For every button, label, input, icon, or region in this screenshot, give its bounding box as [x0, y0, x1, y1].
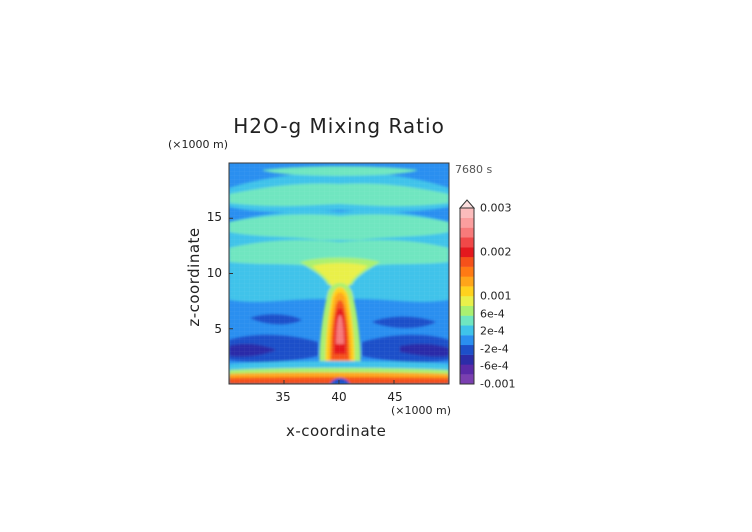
colorbar-label: 0.002	[480, 245, 512, 259]
colorbar-segment	[460, 208, 474, 218]
chart-title: H2O-g Mixing Ratio	[233, 114, 445, 138]
colorbar-segment	[460, 286, 474, 297]
colorbar-label: 0.001	[480, 289, 512, 303]
colorbar-segment	[460, 315, 474, 326]
colorbar-segment	[460, 256, 474, 267]
colorbar-label: -0.001	[480, 377, 516, 391]
colorbar-segment	[460, 217, 474, 228]
colorbar-segment	[460, 325, 474, 336]
colorbar-segment	[460, 276, 474, 287]
y-tick-label: 10	[206, 266, 222, 280]
colorbar-segment	[460, 305, 474, 316]
colorbar-segment	[460, 354, 474, 365]
axis-ticks	[229, 217, 395, 384]
x-axis-label: x-coordinate	[286, 422, 387, 440]
colorbar-label: -6e-4	[480, 359, 509, 373]
colorbar-segment	[460, 247, 474, 258]
z-axis-unit: (×1000 m)	[168, 138, 229, 151]
x-axis-unit: (×1000 m)	[391, 404, 452, 417]
colorbar-label: 2e-4	[480, 324, 505, 338]
colorbar-segment	[460, 344, 474, 355]
time-label: 7680 s	[455, 163, 493, 176]
colorbar	[458, 199, 476, 385]
x-tick-label: 45	[387, 390, 403, 404]
contour-field	[229, 163, 449, 384]
colorbar-segment	[460, 227, 474, 238]
colorbar-segment	[460, 335, 474, 346]
y-tick-label: 5	[214, 322, 222, 336]
colorbar-segment	[460, 374, 474, 385]
colorbar-label: 0.003	[480, 201, 512, 215]
colorbar-segment	[460, 237, 474, 248]
x-tick-label: 35	[275, 390, 291, 404]
colorbar-label: -2e-4	[480, 342, 509, 356]
colorbar-segment	[460, 364, 474, 375]
mesh-overlay	[229, 163, 449, 384]
x-tick-label: 40	[331, 390, 347, 404]
colorbar-label: 6e-4	[480, 307, 505, 321]
colorbar-extend-arrow	[458, 199, 476, 209]
y-tick-label: 15	[206, 210, 222, 224]
colorbar-segment	[460, 296, 474, 306]
colorbar-segment	[460, 266, 474, 277]
